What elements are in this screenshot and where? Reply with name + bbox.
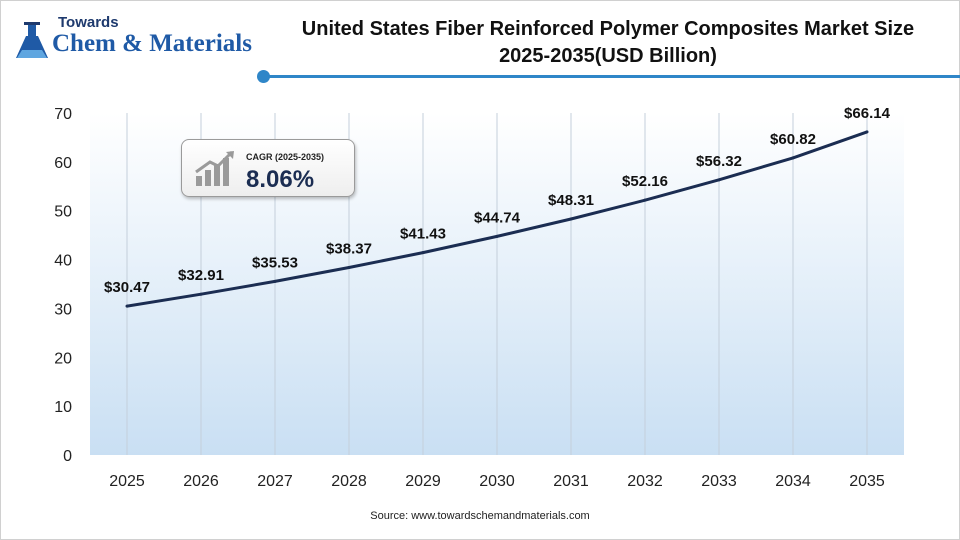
- x-tick-label: 2025: [109, 473, 145, 490]
- logo-text-big: Chem & Materials: [52, 30, 252, 57]
- source-note: Source: www.towardschemandmaterials.com: [370, 510, 590, 522]
- data-point: [347, 266, 351, 270]
- x-tick-label: 2032: [627, 473, 663, 490]
- x-tick-label: 2026: [183, 473, 219, 490]
- data-label: $56.32: [696, 153, 742, 170]
- y-tick-label: 70: [54, 106, 72, 123]
- data-label: $52.16: [622, 173, 668, 190]
- data-label: $38.37: [326, 241, 372, 258]
- data-point: [569, 217, 573, 221]
- flask-icon: [16, 22, 48, 58]
- x-tick-label: 2031: [553, 473, 589, 490]
- title-underline-dot: [257, 70, 270, 83]
- data-label: $60.82: [770, 131, 816, 148]
- cagr-label: CAGR (2025-2035): [246, 152, 325, 162]
- x-tick-label: 2035: [849, 473, 885, 490]
- data-point: [199, 292, 203, 296]
- x-tick-label: 2034: [775, 473, 811, 490]
- data-point: [791, 156, 795, 160]
- data-point: [273, 279, 277, 283]
- y-tick-label: 40: [54, 253, 72, 270]
- data-point: [125, 304, 129, 308]
- company-logo: Towards Chem & Materials: [14, 14, 254, 68]
- chart-title: United States Fiber Reinforced Polymer C…: [258, 16, 958, 70]
- data-point: [421, 251, 425, 255]
- x-tick-label: 2030: [479, 473, 515, 490]
- x-tick-label: 2028: [331, 473, 367, 490]
- y-tick-label: 30: [54, 301, 72, 318]
- data-label: $66.14: [844, 105, 891, 122]
- growth-chart-icon: [195, 150, 234, 186]
- y-tick-label: 20: [54, 350, 72, 367]
- data-point: [643, 198, 647, 202]
- cagr-callout: CAGR (2025-2035) 8.06%: [181, 139, 355, 197]
- y-tick-label: 60: [54, 155, 72, 172]
- data-label: $41.43: [400, 226, 446, 243]
- x-tick-label: 2029: [405, 473, 441, 490]
- y-tick-label: 50: [54, 204, 72, 221]
- chart-title-line2: 2025-2035(USD Billion): [499, 45, 717, 67]
- data-label: $32.91: [178, 267, 224, 284]
- y-tick-label: 10: [54, 399, 72, 416]
- data-label: $35.53: [252, 254, 298, 271]
- y-tick-label: 0: [63, 448, 72, 465]
- x-tick-label: 2027: [257, 473, 293, 490]
- chart-title-line1: United States Fiber Reinforced Polymer C…: [301, 18, 915, 40]
- cagr-value: 8.06%: [246, 166, 315, 193]
- x-tick-label: 2033: [701, 473, 737, 490]
- data-point: [865, 130, 869, 134]
- data-point: [717, 178, 721, 182]
- logo-text-small: Towards: [58, 14, 119, 31]
- data-label: $30.47: [104, 279, 150, 296]
- title-underline: [263, 75, 960, 78]
- data-label: $44.74: [474, 209, 521, 226]
- data-label: $48.31: [548, 192, 594, 209]
- data-point: [495, 234, 499, 238]
